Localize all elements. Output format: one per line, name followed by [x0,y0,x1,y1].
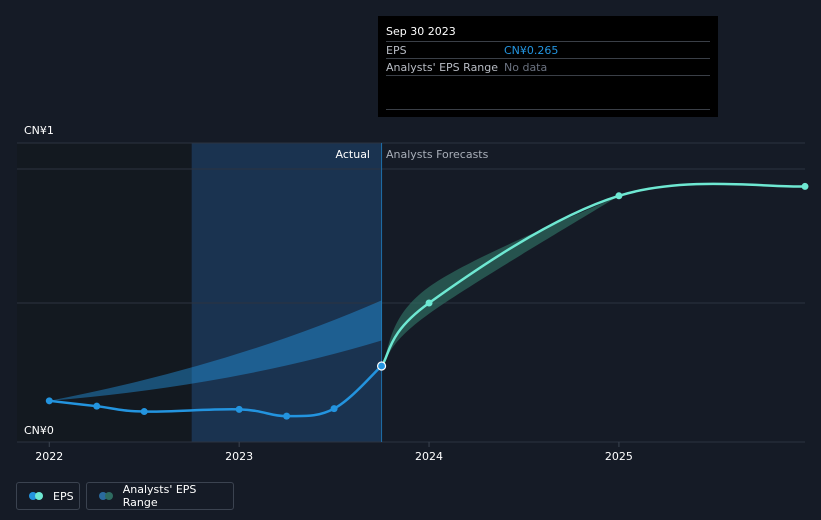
legend-item-eps-range[interactable]: Analysts' EPS Range [86,482,234,510]
eps-point [615,192,623,200]
eps-range-band-forecast [381,195,619,366]
eps-point [140,408,148,416]
eps-legend-icon [29,491,45,501]
tooltip-eps-value: CN¥0.265 [504,44,559,57]
legend-eps-label: EPS [53,489,74,503]
actual-region-label: Actual [336,148,370,161]
tooltip-date: Sep 30 2023 [386,25,456,38]
x-tick-label: 2023 [225,450,253,463]
eps-point [45,397,53,405]
forecast-region-label: Analysts Forecasts [386,148,489,161]
tooltip-row-eps: EPS CN¥0.265 [386,41,710,60]
y-axis-bottom-label: CN¥0 [24,424,54,437]
tooltip-range-label: Analysts' EPS Range [386,61,499,74]
eps-point [235,405,243,413]
eps-point [425,299,433,307]
tooltip-range-value: No data [504,61,548,74]
eps-point [330,405,338,413]
highlight-region [191,143,382,442]
legend-item-eps[interactable]: EPS [16,482,80,510]
x-tick-label: 2025 [605,450,633,463]
eps-point [801,182,809,190]
legend-range-label: Analysts' EPS Range [122,483,197,509]
x-tick-label: 2022 [35,450,63,463]
x-tick-label: 2024 [415,450,443,463]
eps-line [380,182,806,367]
eps-range-legend-icon [99,491,115,501]
eps-point [283,412,291,420]
tooltip-divider [386,75,710,76]
tooltip-eps-label: EPS [386,44,407,57]
eps-point [93,402,101,410]
y-axis-top-label: CN¥1 [24,124,54,137]
eps-point-highlighted [376,361,387,371]
tooltip-divider [386,109,710,110]
tooltip-row-range: Analysts' EPS Range No data [386,58,710,77]
tooltip: Sep 30 2023 EPS CN¥0.265 Analysts' EPS R… [378,16,718,117]
eps-range-band-actual [49,300,382,401]
